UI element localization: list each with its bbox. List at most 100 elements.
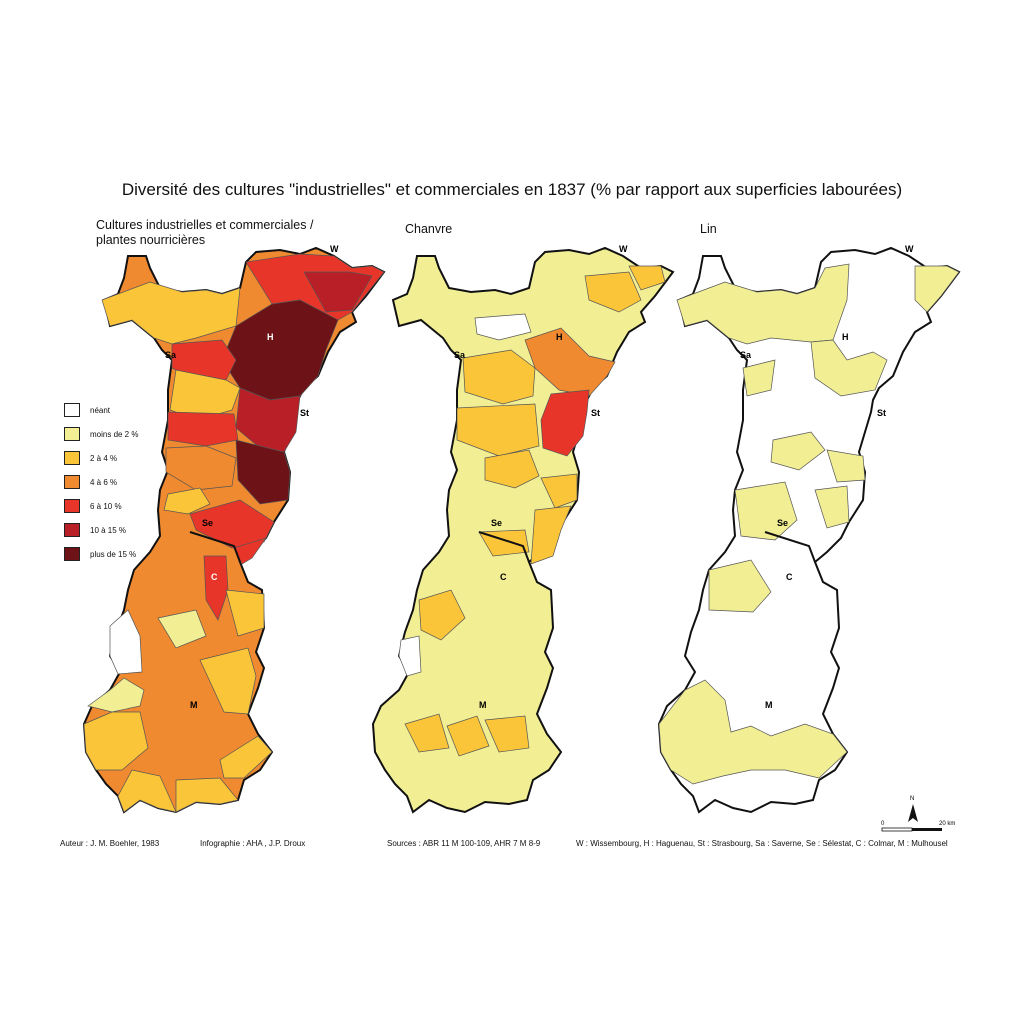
legend-swatch [64, 403, 80, 417]
map2-city-label-sa: Sa [454, 350, 466, 360]
footer-sources: Sources : ABR 11 M 100-109, AHR 7 M 8-9 [387, 839, 541, 848]
map3-department-border [764, 531, 816, 563]
scale-segment-white [881, 827, 913, 832]
legend-row-3: 4 à 6 % [64, 470, 138, 494]
map2-district-cernay [404, 713, 450, 753]
legend-swatch [64, 523, 80, 537]
city-label-c: C [211, 572, 218, 582]
map3-city-label-st: St [877, 408, 886, 418]
legend-row-0: néant [64, 398, 138, 422]
map1-district-ferrette [117, 769, 177, 813]
map2-city-label-c: C [500, 572, 507, 582]
map2-district-obernai [484, 449, 540, 489]
map1-district-belfort [83, 711, 149, 771]
map1-district-haguenau [221, 299, 339, 401]
map2-department-border [478, 531, 530, 563]
map3-district-kaysersberg [708, 559, 772, 613]
map1-title-line2: plantes nourricières [96, 233, 206, 247]
map1-department-border [189, 531, 241, 563]
map2-district-molsheim [456, 403, 540, 457]
map1-district-molsheim [167, 411, 239, 447]
map1-district-ensisheim [199, 647, 257, 715]
map2-district-vosges [398, 635, 422, 677]
map2-district-erstein [540, 473, 578, 509]
map1-district-neuf-brisach [225, 589, 265, 637]
legend-swatch [64, 499, 80, 513]
map2-city-label-w: W [619, 244, 628, 254]
map1-district-erstein [235, 439, 291, 505]
map3-district-erstein [826, 449, 866, 483]
map3-district-nw [676, 263, 850, 345]
map1-district-barr [163, 487, 211, 515]
map3-district-molsheim [770, 431, 826, 471]
map2-district-ne [628, 265, 666, 291]
legend: néant moins de 2 % 2 à 4 % 4 à 6 % 6 à 1… [64, 398, 138, 566]
city-label-sa: Sa [165, 350, 177, 360]
map1-district-vosges [109, 609, 143, 675]
city-labels: W H Sa St Se C M W H Sa St Se C M W H Sa… [165, 244, 914, 710]
map3-city-label-sa: Sa [740, 350, 752, 360]
legend-row-2: 2 à 4 % [64, 446, 138, 470]
legend-label: néant [90, 405, 111, 415]
scale-length: 20 km [939, 821, 955, 827]
map1-district-strasbourg [235, 387, 301, 453]
map2-city-label-h: H [556, 332, 563, 342]
city-label-m: M [190, 700, 198, 710]
map2-city-label-m: M [479, 700, 487, 710]
legend-label: 4 à 6 % [90, 477, 118, 487]
map3-district-selestat [734, 481, 798, 541]
map1-title: Cultures industrielles et commerciales /… [96, 218, 313, 248]
map2-district-benfeld [530, 505, 572, 565]
map1-district-selestat [189, 499, 275, 549]
map1-district-huningue [219, 735, 273, 779]
city-label-w: W [330, 244, 339, 254]
map3-title: Lin [700, 222, 717, 236]
footer-abbreviations: W : Wissembourg, H : Haguenau, St : Stra… [576, 839, 948, 848]
legend-label: moins de 2 % [90, 429, 139, 439]
north-arrow-icon [908, 804, 918, 822]
map2-district-strasbourg [540, 389, 590, 457]
map2-district-haguenau [524, 327, 616, 397]
map3-city-label-w: W [905, 244, 914, 254]
map2-city-label-st: St [591, 408, 600, 418]
legend-label: plus de 15 % [90, 549, 137, 559]
legend-row-4: 6 à 10 % [64, 494, 138, 518]
map3-city-label-se: Se [777, 518, 788, 528]
map2-district-mulhouse-w [446, 715, 490, 757]
city-label-h: H [267, 332, 274, 342]
legend-swatch [64, 475, 80, 489]
map2-district-north [584, 271, 642, 313]
map1-title-line1: Cultures industrielles et commerciales / [96, 218, 314, 232]
legend-swatch [64, 427, 80, 441]
scale-segment-black [912, 828, 942, 831]
map3-city-label-h: H [842, 332, 849, 342]
legend-label: 2 à 4 % [90, 453, 118, 463]
scale-bar: N 0 20 km [881, 796, 955, 832]
map1-district-obernai [165, 445, 237, 491]
footer-author: Auteur : J. M. Boehler, 1983 [60, 839, 160, 848]
map3-city-label-c: C [786, 572, 793, 582]
map1-district-colmar [203, 555, 229, 621]
map3-city-label-m: M [765, 700, 773, 710]
north-label: N [910, 796, 914, 802]
scale-zero: 0 [881, 821, 885, 827]
map3 [658, 247, 960, 813]
map2-district-white [474, 313, 532, 341]
map3-district-benfeld [814, 485, 850, 529]
legend-label: 10 à 15 % [90, 525, 127, 535]
city-label-st: St [300, 408, 309, 418]
map2-district-kaysersberg [418, 589, 466, 641]
legend-row-1: moins de 2 % [64, 422, 138, 446]
map2 [372, 247, 674, 813]
map-title: Diversité des cultures "industrielles" e… [121, 180, 903, 199]
map2-district-mulhouse-e [484, 715, 530, 753]
map1-district-kochersberg [169, 369, 241, 421]
map1-district-munster [157, 609, 207, 649]
legend-row-5: 10 à 15 % [64, 518, 138, 542]
map2-title: Chanvre [405, 222, 453, 236]
map3-district-haguenau [810, 339, 888, 397]
legend-label: 6 à 10 % [90, 501, 122, 511]
map2-city-label-se: Se [491, 518, 502, 528]
legend-row-6: plus de 15 % [64, 542, 138, 566]
